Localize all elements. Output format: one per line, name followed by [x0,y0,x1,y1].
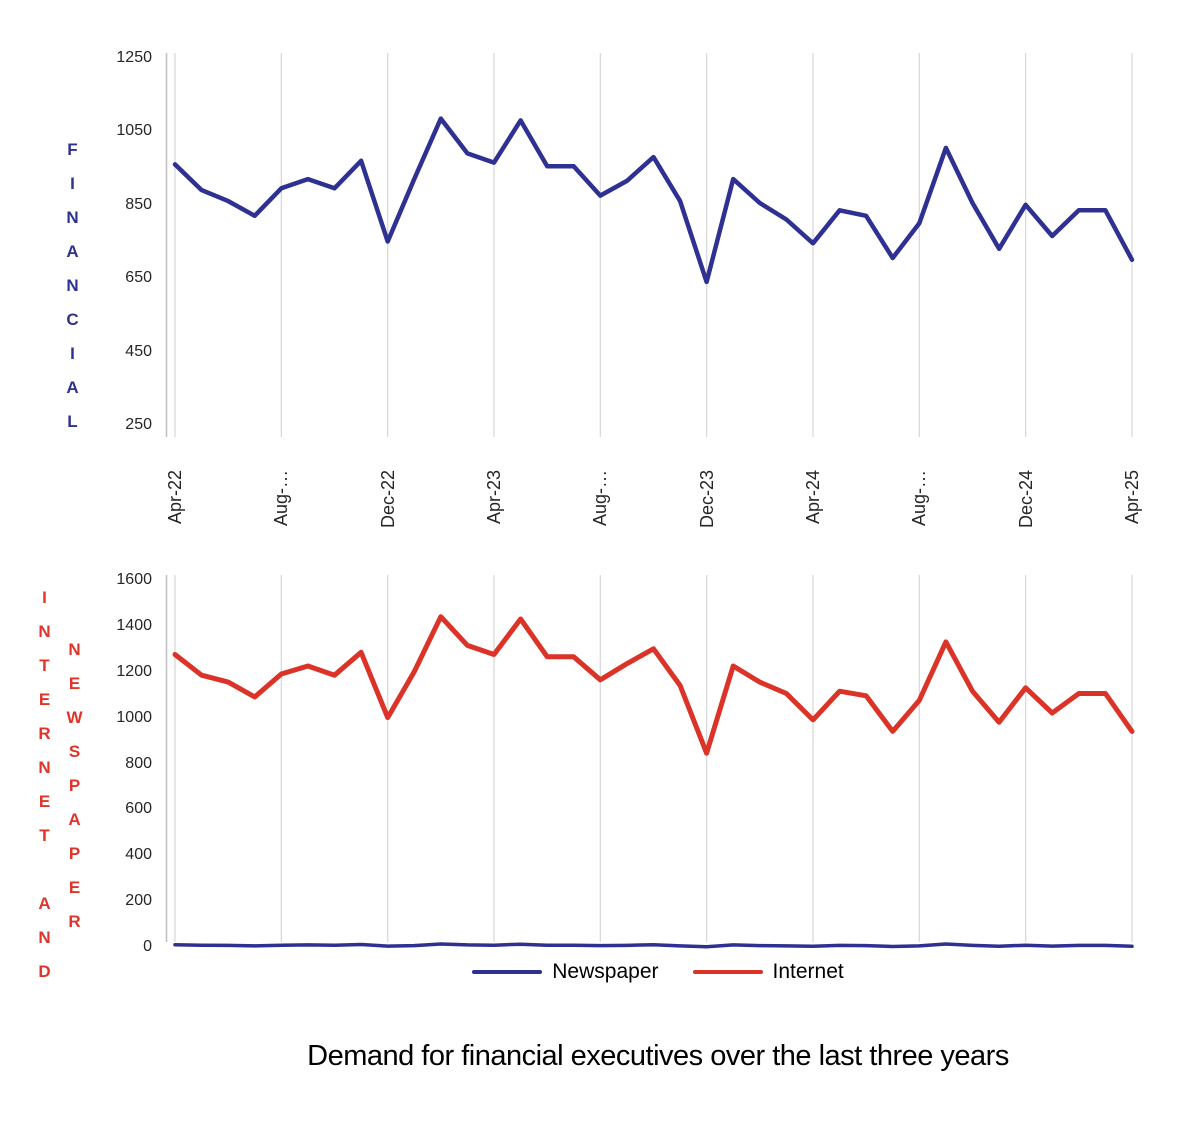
x-tick-label: Aug-… [909,470,930,527]
top-plot-area [165,53,1135,437]
legend-label-newspaper: Newspaper [552,960,659,983]
y-tick-label: 1000 [116,708,152,726]
x-tick-label: Dec-22 [377,470,398,529]
series-line-newspaper [172,116,1135,285]
y-tick-label: 600 [125,800,152,818]
y-tick-label: 1600 [116,571,152,588]
y-tick-label: 1400 [116,616,152,634]
legend-item-internet: Internet [692,960,844,984]
legend-item-newspaper: Newspaper [472,960,659,984]
figure-title: Demand for financial executives over the… [307,1040,1009,1072]
y-tick-label: 800 [125,754,152,772]
legend: Newspaper Internet [166,956,1150,988]
x-tick-label: Aug-… [590,470,611,527]
x-tick-label: Apr-23 [483,470,504,525]
y-tick-label: 400 [125,846,152,864]
x-tick-label: Apr-25 [1121,470,1142,525]
internet-line-swatch [692,970,763,974]
x-tick-label: Apr-24 [802,470,823,525]
y-tick-label: 1050 [116,122,152,140]
x-tick-label: Dec-24 [1015,470,1036,529]
x-tick-label: Aug-… [271,470,292,527]
y-tick-label: 650 [125,269,152,287]
y-tick-label: 250 [125,416,152,433]
top-y-axis-title: FINANCIAL [63,140,82,446]
y-tick-label: 200 [125,892,152,910]
y-tick-label: 0 [143,938,152,955]
y-tick-label: 1250 [116,49,152,66]
y-tick-label: 450 [125,342,152,360]
newspaper-line-swatch [472,970,543,974]
bottom-y-axis-title-line2: NEWSPAPER [65,640,84,946]
x-tick-label: Dec-23 [696,470,717,529]
series-line-internet [172,614,1135,756]
legend-label-internet: Internet [772,960,844,983]
x-tick-label: Apr-22 [165,470,185,525]
bottom-plot-area [165,575,1135,949]
y-tick-label: 1200 [116,662,152,680]
series-line-newspaper [173,942,1134,949]
bottom-y-axis-title-line1: INTERNET AND [35,588,54,996]
y-tick-label: 850 [125,195,152,213]
